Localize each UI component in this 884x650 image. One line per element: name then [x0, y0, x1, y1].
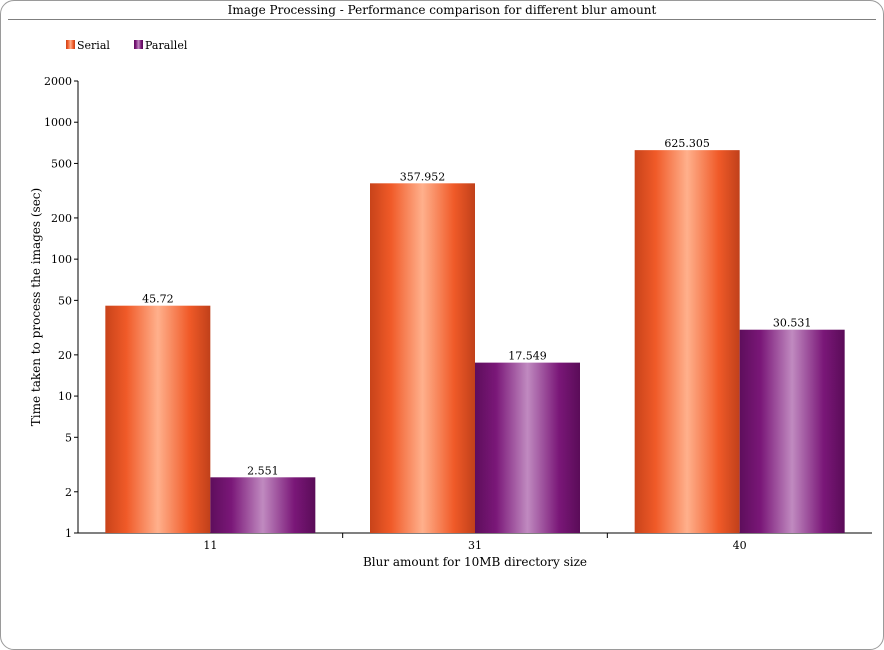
legend-label-serial: Serial	[77, 39, 110, 52]
x-axis-label: Blur amount for 10MB directory size	[363, 555, 587, 569]
bars	[105, 150, 845, 533]
data-label: 357.952	[400, 170, 446, 183]
data-label: 17.549	[508, 350, 547, 363]
data-label: 2.551	[247, 464, 279, 477]
y-axis-label: Time taken to process the images (sec)	[29, 188, 43, 426]
y-tick-label: 5	[65, 431, 72, 444]
y-tick-label: 50	[58, 294, 72, 307]
bar-serial-40	[634, 150, 740, 533]
bar-parallel-11	[210, 477, 316, 533]
legend: Serial Parallel	[66, 39, 188, 52]
data-labels: 45.72 2.551 357.952 17.549 625.305 30.531	[142, 137, 811, 477]
y-tick-label: 100	[51, 253, 72, 266]
chart-title: Image Processing - Performance compariso…	[227, 3, 657, 17]
legend-swatch-parallel	[134, 40, 143, 49]
y-tick-label: 200	[51, 212, 72, 225]
y-tick-label: 500	[51, 157, 72, 170]
y-tick-label: 1000	[44, 116, 72, 129]
data-label: 30.531	[773, 317, 812, 330]
legend-swatch-serial	[66, 40, 75, 49]
x-tick-label: 40	[733, 539, 747, 552]
axes: 1 2 5 10 20 50 100 200 500 1000 2000 11 31 40	[44, 75, 872, 552]
y-tick-label: 2	[65, 486, 72, 499]
bar-parallel-31	[475, 362, 580, 533]
data-label: 625.305	[664, 137, 710, 150]
legend-label-parallel: Parallel	[145, 39, 188, 52]
y-tick-label: 1	[65, 527, 72, 540]
y-tick-label: 20	[58, 349, 72, 362]
y-tick-label: 10	[58, 390, 72, 403]
bar-serial-11	[105, 305, 211, 533]
x-tick-label: 31	[468, 539, 482, 552]
title-divider	[8, 19, 876, 20]
y-tick-label: 2000	[44, 75, 72, 88]
x-tick-label: 11	[203, 539, 217, 552]
bar-serial-31	[370, 183, 475, 533]
data-label: 45.72	[142, 293, 174, 306]
bar-parallel-40	[739, 329, 845, 533]
